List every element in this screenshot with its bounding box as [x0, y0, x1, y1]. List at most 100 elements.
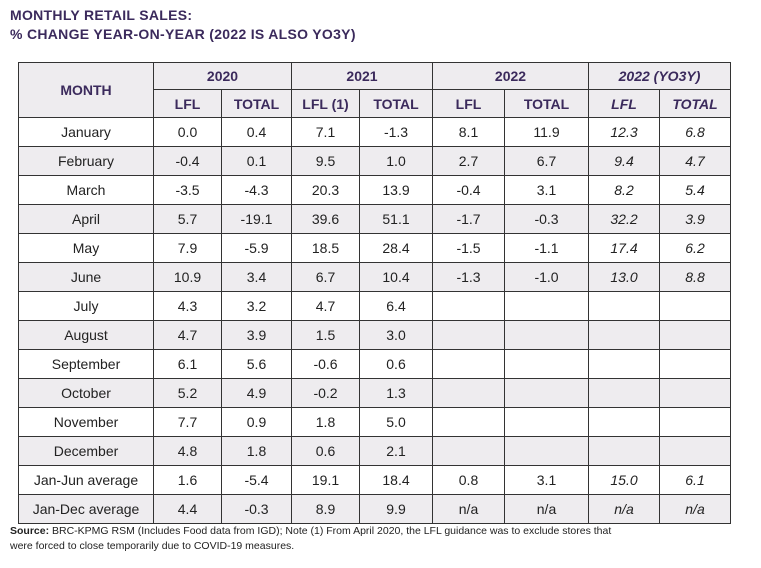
value-cell: 5.6: [221, 349, 292, 379]
month-cell: October: [18, 378, 154, 408]
month-cell: Jan-Dec average: [18, 494, 154, 524]
value-cell: [432, 291, 505, 321]
value-cell: -1.3: [359, 117, 433, 147]
value-cell: [432, 407, 505, 437]
value-cell: 4.7: [659, 146, 731, 176]
value-cell: 8.1: [432, 117, 505, 147]
value-cell: -19.1: [221, 204, 292, 234]
month-cell: August: [18, 320, 154, 350]
value-cell: [432, 436, 505, 466]
value-cell: -0.2: [291, 378, 360, 408]
month-cell: December: [18, 436, 154, 466]
value-cell: [659, 436, 731, 466]
group-header-2021: 2021: [291, 62, 433, 90]
value-cell: -1.0: [504, 262, 589, 292]
value-cell: [432, 349, 505, 379]
value-cell: 3.9: [659, 204, 731, 234]
table-row: April 5.7 -19.1 39.6 51.1 -1.7 -0.3 32.2 3.9: [18, 204, 731, 234]
value-cell: 5.0: [359, 407, 433, 437]
value-cell: n/a: [659, 494, 731, 524]
value-cell: 39.6: [291, 204, 360, 234]
value-cell: -0.3: [504, 204, 589, 234]
value-cell: 3.0: [359, 320, 433, 350]
value-cell: 1.6: [153, 465, 222, 495]
value-cell: 0.4: [221, 117, 292, 147]
value-cell: 1.8: [291, 407, 360, 437]
value-cell: -0.3: [221, 494, 292, 524]
value-cell: 28.4: [359, 233, 433, 263]
value-cell: -0.6: [291, 349, 360, 379]
month-cell: January: [18, 117, 154, 147]
retail-sales-table: MONTH 2020 2021 2022 2022 (YO3Y) LFL TOT…: [18, 62, 731, 524]
value-cell: 10.4: [359, 262, 433, 292]
month-cell: April: [18, 204, 154, 234]
table-row: December 4.8 1.8 0.6 2.1: [18, 436, 731, 466]
value-cell: n/a: [504, 494, 589, 524]
value-cell: 18.5: [291, 233, 360, 263]
month-cell: March: [18, 175, 154, 205]
value-cell: 9.5: [291, 146, 360, 176]
value-cell: -0.4: [153, 146, 222, 176]
value-cell: [659, 291, 731, 321]
value-cell: 3.2: [221, 291, 292, 321]
value-cell: 5.7: [153, 204, 222, 234]
value-cell: 0.6: [359, 349, 433, 379]
value-cell: -3.5: [153, 175, 222, 205]
value-cell: 3.4: [221, 262, 292, 292]
value-cell: [504, 291, 589, 321]
subheader: LFL: [153, 89, 222, 118]
value-cell: 4.3: [153, 291, 222, 321]
value-cell: 12.3: [588, 117, 660, 147]
month-cell: November: [18, 407, 154, 437]
value-cell: -1.7: [432, 204, 505, 234]
value-cell: [432, 320, 505, 350]
value-cell: [659, 407, 731, 437]
value-cell: [588, 407, 660, 437]
month-cell: September: [18, 349, 154, 379]
month-cell: July: [18, 291, 154, 321]
group-header-2022: 2022: [432, 62, 589, 90]
table-row: September 6.1 5.6 -0.6 0.6: [18, 349, 731, 379]
value-cell: 0.6: [291, 436, 360, 466]
table-row: March -3.5 -4.3 20.3 13.9 -0.4 3.1 8.2 5.4: [18, 175, 731, 205]
value-cell: 32.2: [588, 204, 660, 234]
value-cell: 6.7: [504, 146, 589, 176]
value-cell: 6.8: [659, 117, 731, 147]
source-label: Source:: [10, 525, 50, 537]
value-cell: 15.0: [588, 465, 660, 495]
table-row: February -0.4 0.1 9.5 1.0 2.7 6.7 9.4 4.7: [18, 146, 731, 176]
value-cell: n/a: [432, 494, 505, 524]
value-cell: [504, 378, 589, 408]
value-cell: 13.0: [588, 262, 660, 292]
value-cell: 19.1: [291, 465, 360, 495]
value-cell: 0.0: [153, 117, 222, 147]
subheader: TOTAL: [659, 89, 731, 118]
value-cell: 8.9: [291, 494, 360, 524]
subheader: TOTAL: [504, 89, 589, 118]
value-cell: 6.4: [359, 291, 433, 321]
value-cell: -1.5: [432, 233, 505, 263]
value-cell: 2.7: [432, 146, 505, 176]
value-cell: 2.1: [359, 436, 433, 466]
value-cell: [588, 378, 660, 408]
value-cell: [588, 291, 660, 321]
value-cell: [588, 320, 660, 350]
value-cell: [504, 407, 589, 437]
title-line-1: MONTHLY RETAIL SALES:: [10, 7, 193, 23]
value-cell: 1.8: [221, 436, 292, 466]
value-cell: 5.4: [659, 175, 731, 205]
value-cell: 3.1: [504, 465, 589, 495]
value-cell: 3.1: [504, 175, 589, 205]
subheader: LFL: [432, 89, 505, 118]
source-note: Source: BRC-KPMG RSM (Includes Food data…: [10, 524, 750, 554]
value-cell: 5.2: [153, 378, 222, 408]
value-cell: 7.9: [153, 233, 222, 263]
value-cell: 7.7: [153, 407, 222, 437]
table-row: July 4.3 3.2 4.7 6.4: [18, 291, 731, 321]
table-row: January 0.0 0.4 7.1 -1.3 8.1 11.9 12.3 6.8: [18, 117, 731, 147]
value-cell: 8.8: [659, 262, 731, 292]
table-row: Jan-Dec average 4.4 -0.3 8.9 9.9 n/a n/a n/a n/a: [18, 494, 731, 524]
value-cell: 51.1: [359, 204, 433, 234]
value-cell: 1.5: [291, 320, 360, 350]
table-row: June 10.9 3.4 6.7 10.4 -1.3 -1.0 13.0 8.8: [18, 262, 731, 292]
